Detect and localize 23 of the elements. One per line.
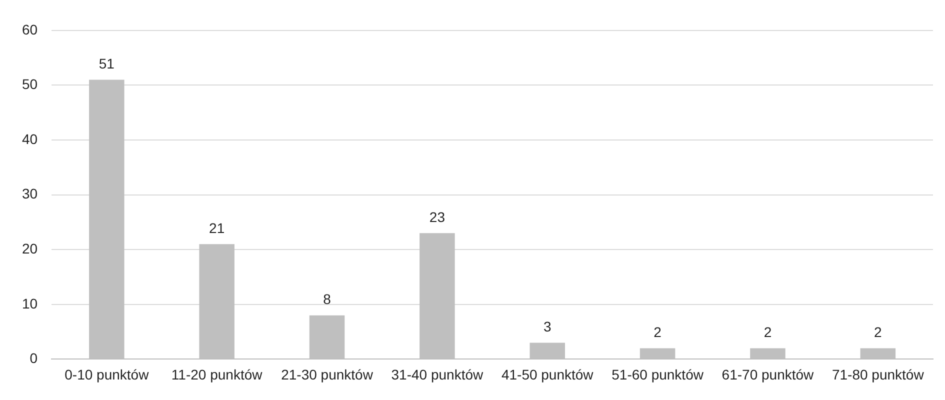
x-tick-label: 0-10 punktów bbox=[64, 366, 150, 382]
x-tick-label: 51-60 punktów bbox=[612, 366, 704, 382]
y-tick-label: 40 bbox=[22, 130, 38, 147]
x-tick-label: 31-40 punktów bbox=[391, 366, 484, 382]
y-tick-label: 60 bbox=[22, 21, 38, 38]
data-label: 21 bbox=[209, 220, 225, 236]
x-tick-label: 21-30 punktów bbox=[281, 366, 374, 382]
data-label: 3 bbox=[543, 318, 552, 335]
data-label: 8 bbox=[323, 291, 332, 308]
y-tick-label: 20 bbox=[22, 240, 38, 256]
y-tick-label: 30 bbox=[22, 186, 38, 202]
x-tick-label: 41-50 punktów bbox=[501, 366, 594, 382]
data-label: 51 bbox=[98, 56, 115, 72]
data-label: 2 bbox=[764, 324, 772, 340]
data-label: 2 bbox=[874, 324, 882, 340]
data-label: 2 bbox=[654, 324, 662, 340]
x-tick-label: 71-80 punktów bbox=[832, 366, 925, 382]
x-tick-label: 11-20 punktów bbox=[171, 366, 264, 382]
y-tick-label: 0 bbox=[30, 350, 38, 366]
x-tick-label: 61-70 punktów bbox=[722, 366, 815, 382]
y-tick-label: 10 bbox=[22, 295, 38, 312]
y-tick-label: 50 bbox=[22, 76, 38, 92]
data-label: 23 bbox=[429, 209, 446, 226]
